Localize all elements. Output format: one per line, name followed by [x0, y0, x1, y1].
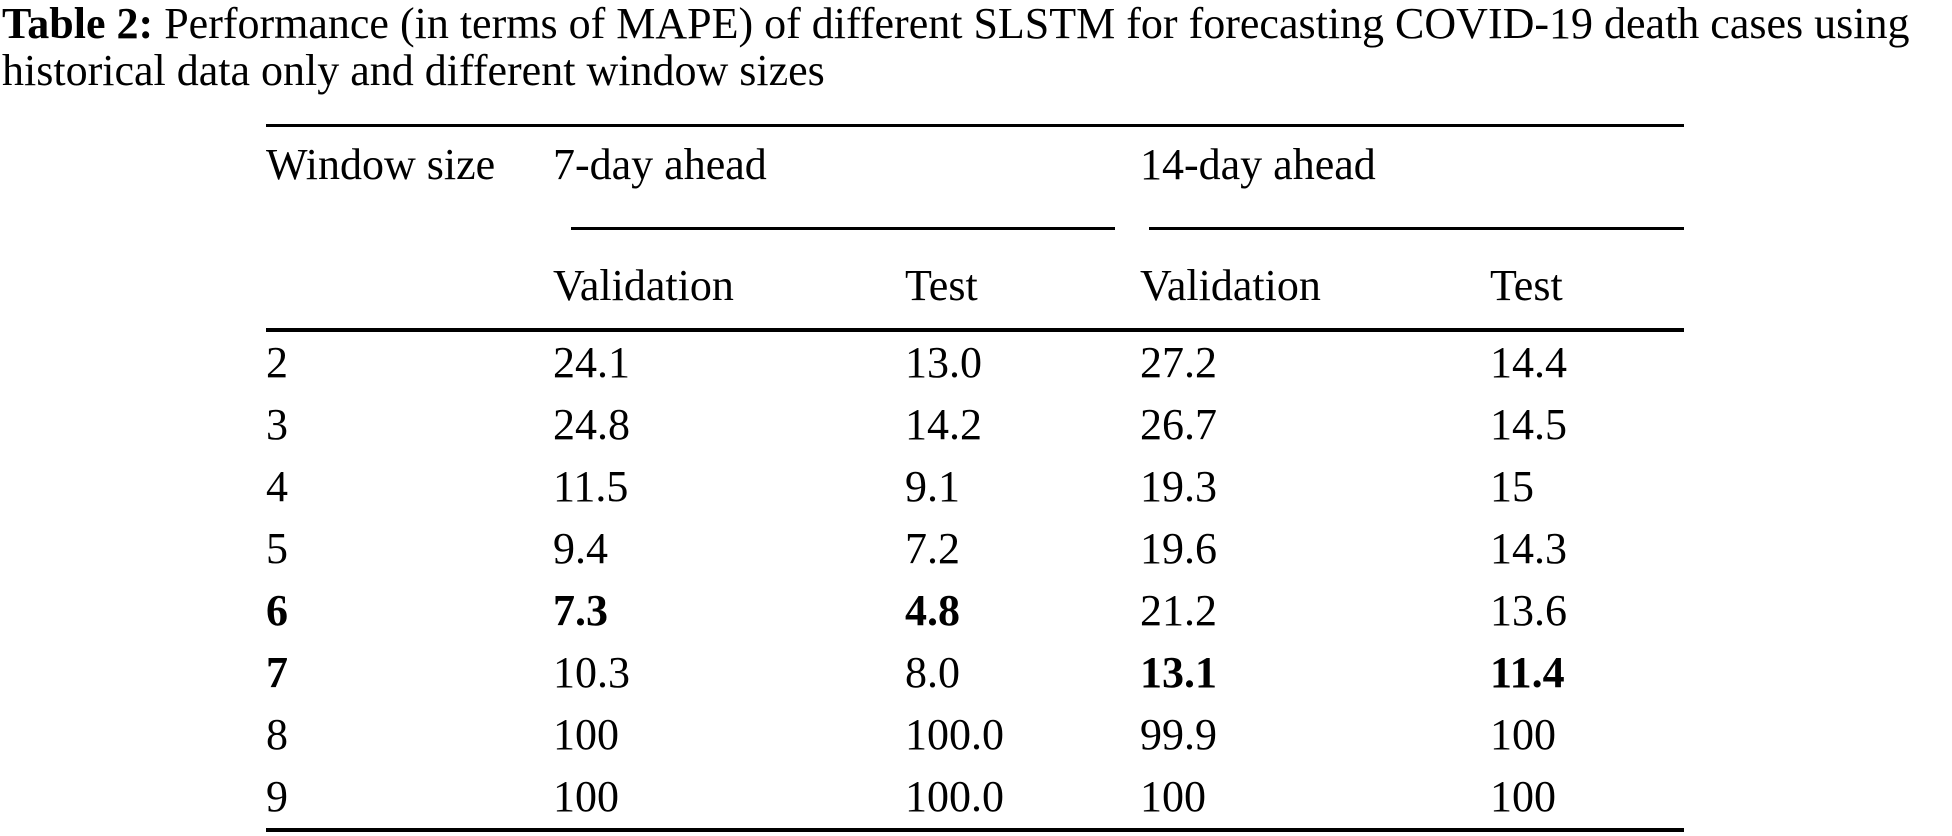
window-size-cell: 2 [266, 338, 288, 387]
table-caption-text: Performance (in terms of MAPE) of differ… [2, 0, 1910, 95]
bottom-rule [266, 828, 1684, 832]
value-cell: 8.0 [905, 648, 960, 697]
value-cell: 13.6 [1490, 586, 1567, 635]
value-cell: 100.0 [905, 710, 1004, 759]
table-caption: Table 2: Performance (in terms of MAPE) … [2, 0, 1950, 94]
value-cell: 19.6 [1140, 524, 1217, 573]
table-row: 8 100 100.0 99.9 100 [266, 704, 1684, 766]
value-cell: 26.7 [1140, 400, 1217, 449]
value-cell: 14.5 [1490, 400, 1567, 449]
window-size-cell: 7 [266, 648, 288, 697]
subheader-row: Validation Test Validation Test [266, 230, 1684, 332]
value-cell: 15 [1490, 462, 1534, 511]
mape-results-table: Window size 7-day ahead 14-day ahead Val… [266, 124, 1684, 832]
table-row: 9 100 100.0 100 100 [266, 766, 1684, 828]
value-cell: 100 [553, 772, 619, 821]
value-cell: 100 [1490, 772, 1556, 821]
window-size-cell: 4 [266, 462, 288, 511]
value-cell: 100 [553, 710, 619, 759]
table-caption-label: Table 2: [2, 0, 154, 48]
group-header-7-day-label: 7-day ahead [553, 140, 767, 189]
table-row: 7 10.3 8.0 13.1 11.4 [266, 642, 1684, 704]
value-cell: 27.2 [1140, 338, 1217, 387]
value-cell: 11.5 [553, 462, 629, 511]
seven-day-group-rule [571, 227, 1115, 230]
subheader-7day-test: Test [905, 261, 978, 310]
fourteen-day-group-rule [1149, 227, 1684, 230]
group-header-7-day: 7-day ahead [553, 127, 1140, 230]
window-size-cell: 8 [266, 710, 288, 759]
subheader-empty-cell [266, 230, 553, 328]
window-size-cell: 9 [266, 772, 288, 821]
window-size-cell: 6 [266, 586, 288, 635]
value-cell: 13.1 [1140, 648, 1217, 697]
window-size-cell: 3 [266, 400, 288, 449]
value-cell: 13.0 [905, 338, 982, 387]
value-cell: 9.1 [905, 462, 960, 511]
window-size-cell: 5 [266, 524, 288, 573]
value-cell: 100.0 [905, 772, 1004, 821]
value-cell: 14.3 [1490, 524, 1567, 573]
value-cell: 7.2 [905, 524, 960, 573]
group-header-14-day-label: 14-day ahead [1140, 140, 1376, 189]
value-cell: 100 [1490, 710, 1556, 759]
value-cell: 24.8 [553, 400, 630, 449]
value-cell: 7.3 [553, 586, 608, 635]
group-header-14-day: 14-day ahead [1140, 127, 1684, 230]
subheader-7day-validation: Validation [553, 261, 734, 310]
value-cell: 99.9 [1140, 710, 1217, 759]
value-cell: 100 [1140, 772, 1206, 821]
table-row: 4 11.5 9.1 19.3 15 [266, 456, 1684, 518]
table-row: 5 9.4 7.2 19.6 14.3 [266, 518, 1684, 580]
value-cell: 14.4 [1490, 338, 1567, 387]
table-row: 3 24.8 14.2 26.7 14.5 [266, 394, 1684, 456]
table-row: 2 24.1 13.0 27.2 14.4 [266, 332, 1684, 394]
value-cell: 4.8 [905, 586, 960, 635]
top-rule [266, 124, 1684, 127]
table-row: 6 7.3 4.8 21.2 13.6 [266, 580, 1684, 642]
value-cell: 9.4 [553, 524, 608, 573]
subheader-14day-test: Test [1490, 261, 1563, 310]
value-cell: 10.3 [553, 648, 630, 697]
value-cell: 21.2 [1140, 586, 1217, 635]
value-cell: 14.2 [905, 400, 982, 449]
value-cell: 24.1 [553, 338, 630, 387]
value-cell: 19.3 [1140, 462, 1217, 511]
subheader-14day-validation: Validation [1140, 261, 1321, 310]
value-cell: 11.4 [1490, 648, 1565, 697]
group-header-row: Window size 7-day ahead 14-day ahead [266, 127, 1684, 230]
window-size-header: Window size [266, 140, 496, 189]
